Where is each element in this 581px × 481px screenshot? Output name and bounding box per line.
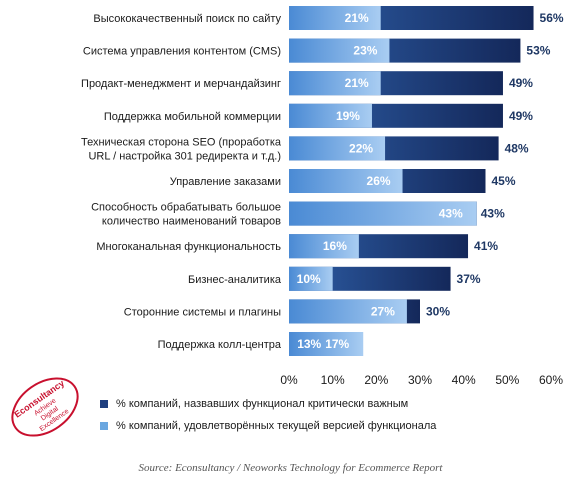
bar-satisfied [289,169,403,193]
data-label-critical: 45% [491,174,515,188]
category-label: Техническая сторона SEO (проработка URL /… [81,136,282,162]
legend-item-critical: % компаний, назвавших функционал критиче… [100,398,408,410]
data-label-satisfied: 21% [345,76,369,90]
data-label-critical: 49% [509,109,533,123]
data-label-satisfied: 16% [323,239,347,253]
data-label-satisfied: 43% [439,207,463,221]
category-label: Управление заказами [170,176,281,188]
bar-satisfied [289,266,333,291]
category-label: Поддержка мобильной коммерции [104,111,281,123]
data-label-satisfied: 27% [371,304,395,318]
data-label-critical: 53% [526,44,550,58]
data-label-satisfied: 26% [367,174,391,188]
x-tick-label: 30% [408,373,432,387]
data-label-critical: 43% [481,207,505,221]
data-label-satisfied: 22% [349,141,373,155]
x-tick-label: 20% [364,373,388,387]
legend-label-satisfied: % компаний, удовлетворённых текущей верс… [116,420,437,432]
x-tick-label: 50% [495,373,519,387]
data-label-satisfied: 10% [297,272,321,286]
bar-satisfied [289,299,407,324]
bars: 21% 56% 23% 53% 21% 49% 19% 49% 22% 48% 26% 45% 43% 4… [289,6,564,356]
category-label: Поддержка колл-центра [158,339,282,351]
category-label: Бизнес-аналитика [188,274,282,286]
data-label-critical: 13% [297,337,321,351]
data-label-satisfied: 19% [336,109,360,123]
source-note: Source: Econsultancy / Neoworks Technolo… [138,462,443,474]
data-label-satisfied: 23% [353,44,377,58]
category-label: Система управления контентом (CMS) [83,46,281,58]
legend-label-critical: % компаний, назвавших функционал критиче… [116,398,409,410]
x-tick-label: 60% [539,373,563,387]
bar-satisfied [289,71,381,96]
category-label: Сторонние системы и плагины [124,306,281,318]
legend-swatch-satisfied [100,422,108,431]
econsultancy-logo: Econsultancy Achieve Digital Excellence [11,377,79,437]
bar-satisfied [289,103,372,128]
bar-satisfied [289,201,477,226]
category-label: Продакт-менеджмент и мерчандайзинг [81,78,281,90]
data-label-satisfied: 17% [325,337,349,351]
x-axis: 0% 10% 20% 30% 40% 50% 60% [280,373,563,387]
data-label-critical: 56% [540,11,564,25]
bar-satisfied [289,332,364,356]
category-labels: Высококачественный поиск по сайту Система… [81,13,282,351]
x-tick-label: 40% [452,373,476,387]
bar-satisfied [289,234,359,259]
x-tick-label: 10% [321,373,345,387]
category-label: Высококачественный поиск по сайту [93,13,281,25]
data-label-critical: 48% [505,141,529,155]
bar-satisfied [289,136,386,161]
data-label-critical: 37% [457,272,481,286]
bar-satisfied [289,6,381,30]
legend-swatch-critical [100,400,108,409]
category-label: Многоканальная функциональность [96,241,281,253]
category-label: Способность обрабатывать большое количест… [91,202,281,228]
data-label-critical: 30% [426,304,450,318]
bar-satisfied [289,38,390,63]
data-label-critical: 41% [474,239,498,253]
data-label-critical: 49% [509,76,533,90]
x-tick-label: 0% [280,373,298,387]
data-label-satisfied: 21% [345,11,369,25]
legend-item-satisfied: % компаний, удовлетворённых текущей верс… [100,420,436,432]
